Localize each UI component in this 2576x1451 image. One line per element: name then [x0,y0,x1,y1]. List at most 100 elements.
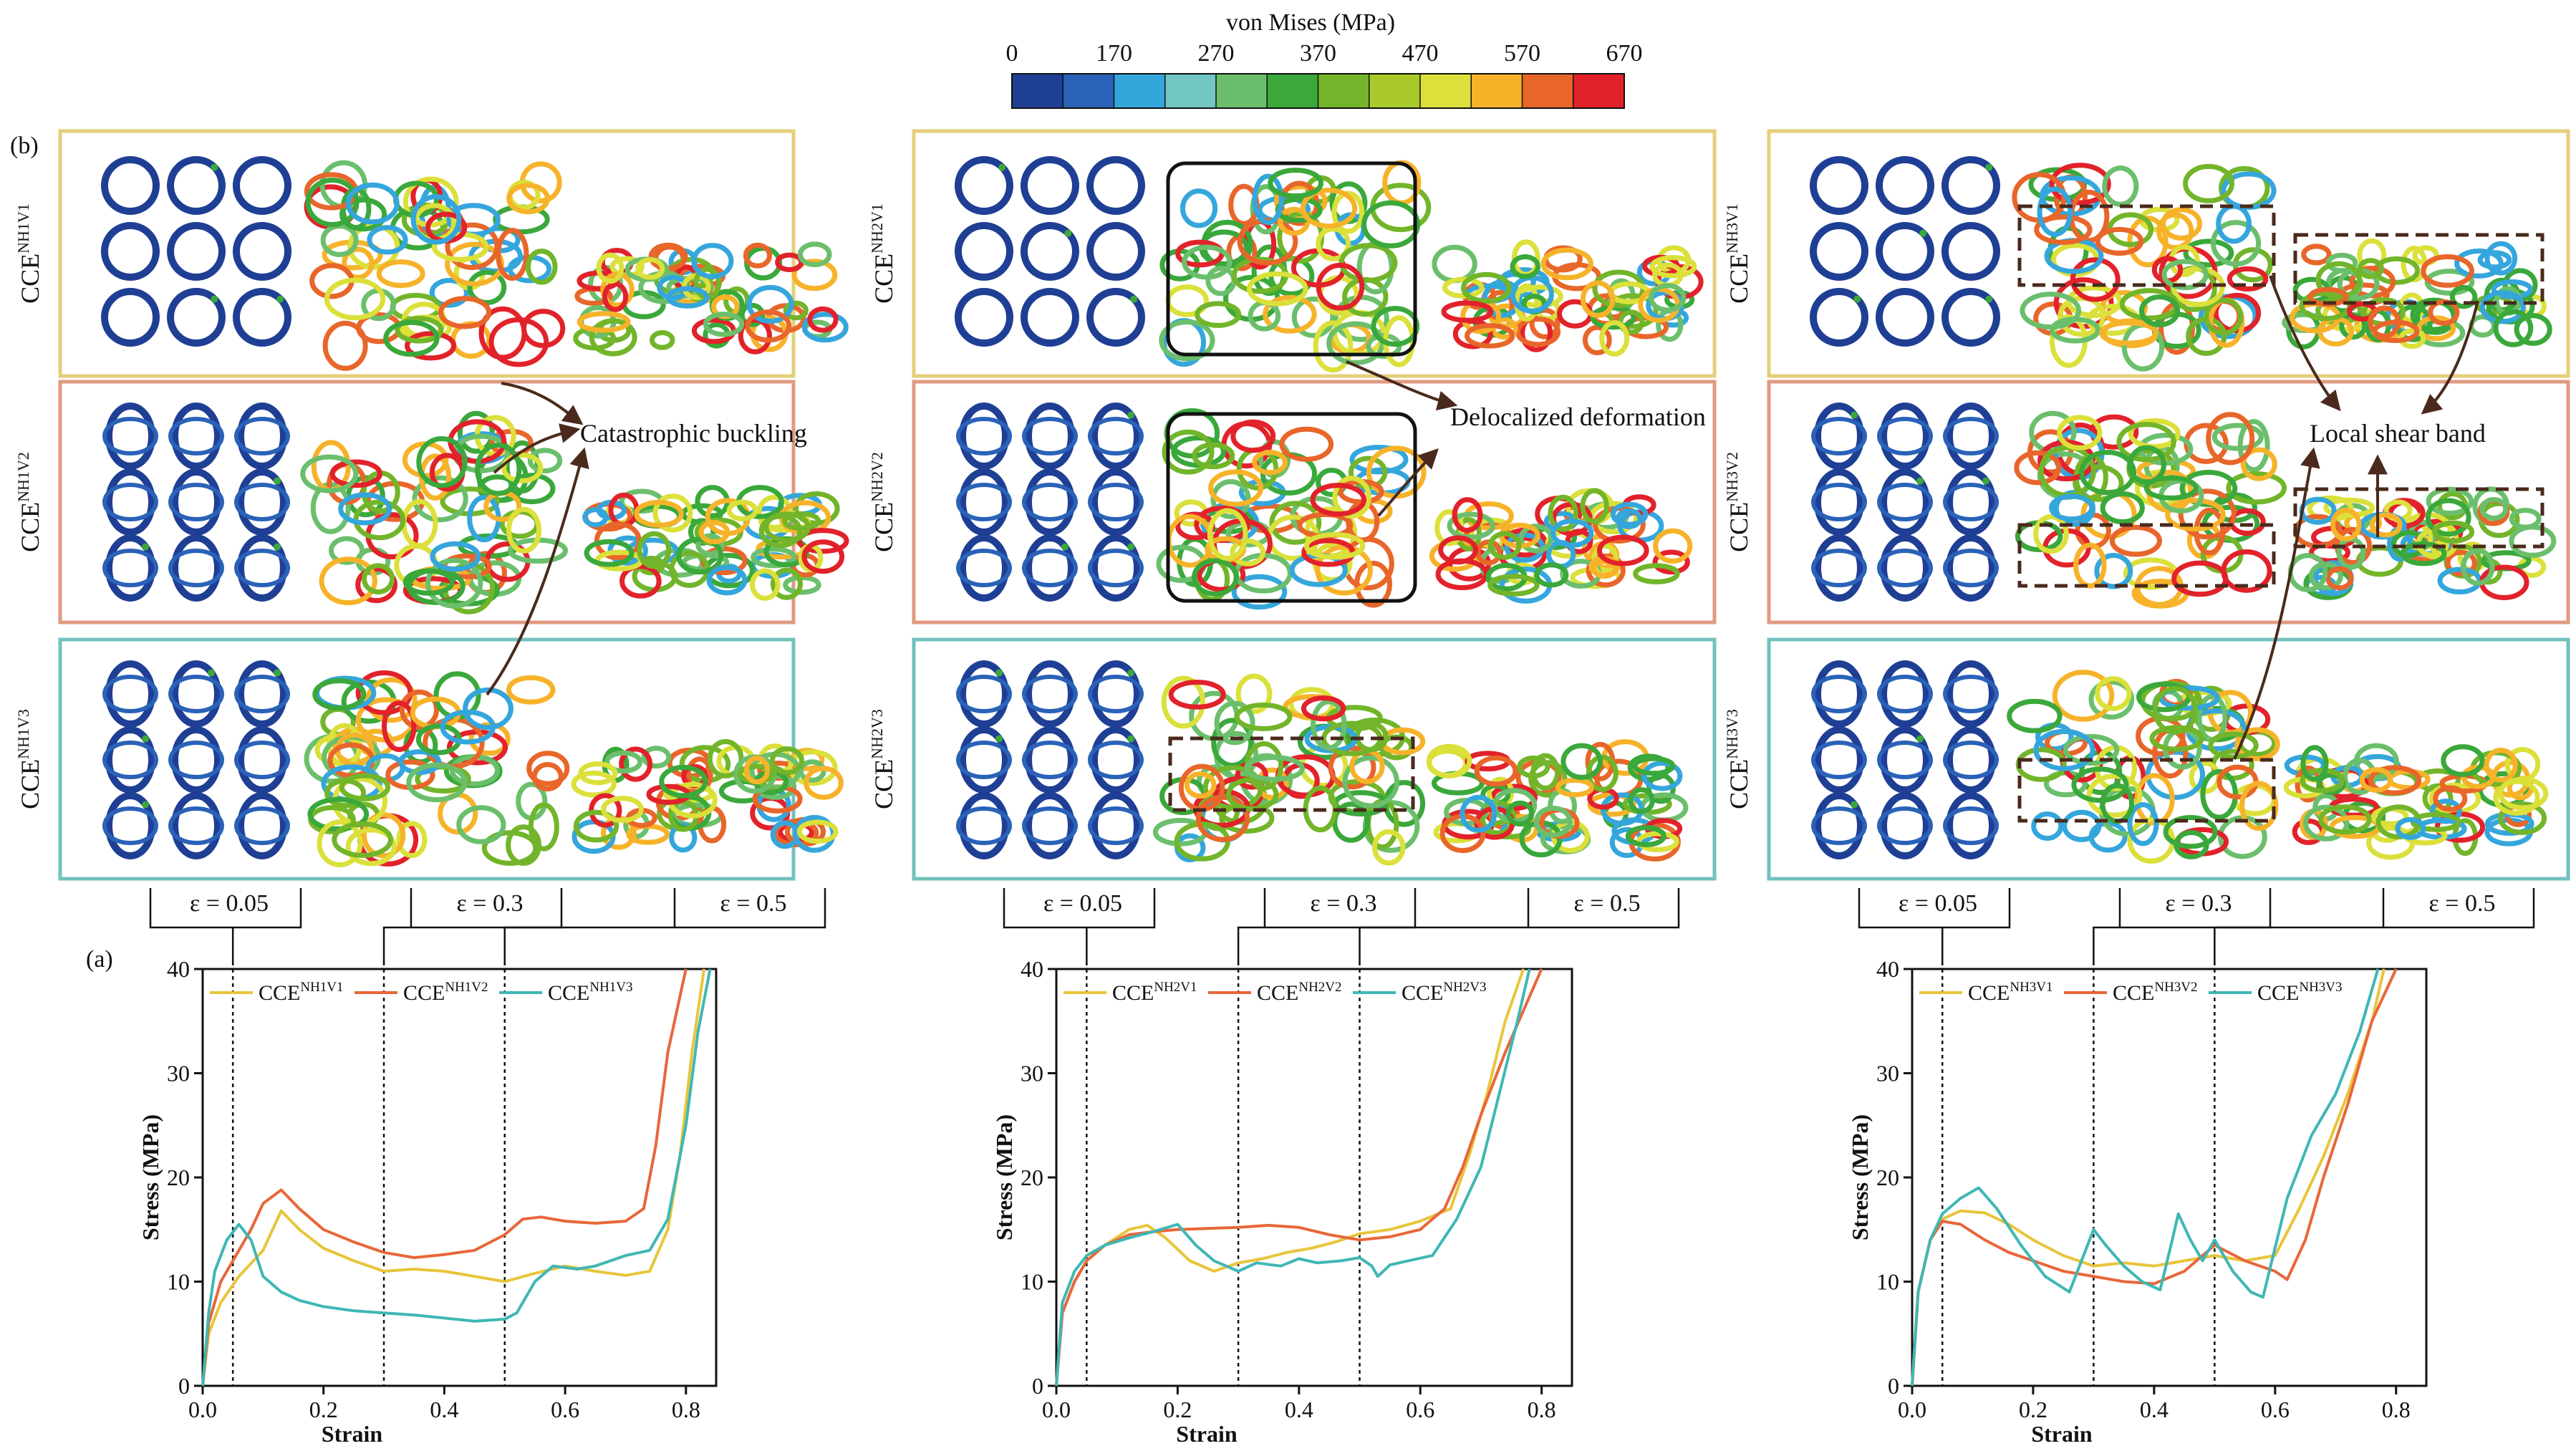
y-tick-label: 30 [1876,1061,1899,1086]
row-label-base: CCE [16,502,44,552]
strain-label: ε = 0.5 [1574,890,1641,917]
colorbar-cell [1420,74,1472,108]
legend: CCENH1V1 CCENH1V2 CCENH1V3 [210,980,633,1005]
panel-frame [1767,380,2570,625]
panel-label-b: (b) [10,132,39,159]
strain-brackets: ε = 0.05 ε = 0.3 ε = 0.5 ε = 0.05 ε = 0.3 ε =… [149,887,2535,965]
annotation-arrow [2269,275,2341,412]
colorbar-tick-label: 270 [1198,40,1235,67]
panel-frame [1767,129,2570,378]
colorbar-tick-label: 670 [1606,40,1643,67]
panel-frame [912,380,1717,625]
row-label-base: CCE [16,254,44,304]
row-label: CCENH2V1 [868,203,898,304]
lattice-strain-0.5 [573,241,849,357]
colorbar-tick-label: 170 [1096,40,1132,67]
row-label-base: CCE [869,254,898,304]
lattice-strain-0.05 [1811,660,1999,859]
plot-frame [1911,968,2428,1387]
row-label-sup: NH1V1 [14,203,32,254]
row-label: CCENH1V3 [14,709,44,809]
x-tick-label: 0.8 [672,1397,700,1422]
plot-frame [201,968,718,1387]
annotation-right: Local shear band [2233,275,2486,760]
series-line-NH3V3 [1911,968,2380,1387]
y-axis-label: Stress (MPa) [991,1114,1017,1240]
row-label-sup: NH2V3 [868,709,886,759]
lattice-strain-0.5 [2287,486,2557,600]
colorbar-cell [1012,74,1063,108]
lattice-strain-0.05 [955,156,1145,347]
annotation-arrow [486,447,589,696]
row-label-base: CCE [869,759,898,809]
y-tick-label: 0 [1888,1373,1899,1399]
colorbar-cell [1318,74,1370,108]
x-tick-label: 0.4 [1285,1397,1313,1422]
lattice-strain-0.05 [102,660,290,859]
strain-bracket [149,888,302,965]
colorbar-tick-label: 370 [1300,40,1336,67]
y-tick-label: 20 [1876,1165,1899,1190]
lattice-strain-0.05 [1810,156,2000,347]
lattice-strain-0.05 [102,402,290,602]
annotation-arrow [493,423,581,474]
y-tick-label: 40 [1021,956,1043,982]
legend-entry: CCENH1V3 [548,980,633,1005]
row-label: CCENH3V1 [1723,203,1753,304]
legend-entry-sup: NH3V3 [2299,980,2342,995]
lattice-strain-0.05 [1811,402,1999,602]
annotation-text: Delocalized deformation [1450,402,1706,431]
row-label-sup: NH1V3 [14,709,32,759]
colorbar-cell [1063,74,1114,108]
legend-entry-sup: NH1V3 [589,980,632,995]
x-tick-label: 0.8 [1528,1397,1556,1422]
row-label-base: CCE [16,759,44,809]
y-tick-label: 10 [1876,1269,1899,1295]
highlight-box [2293,233,2544,305]
y-axis-label: Stress (MPa) [138,1114,163,1240]
legend-entry-base: CCE [1257,981,1298,1005]
highlight-box [1166,161,1417,357]
lattice-strain-0.3 [1159,160,1432,373]
legend-entry-base: CCE [1402,981,1443,1005]
legend-entry-sup: NH2V1 [1154,980,1197,995]
highlight-box [2017,204,2276,287]
y-tick-label: 40 [1876,956,1899,982]
strain-label: ε = 0.3 [1311,890,1377,917]
highlight-box [2293,487,2544,549]
colorbar-cell [1216,74,1268,108]
x-tick-label: 0.8 [2382,1397,2411,1422]
legend-entry-sup: NH1V2 [445,980,488,995]
x-tick-label: 0.6 [1406,1397,1434,1422]
annotation-middle: Delocalized deformation [1346,360,1706,517]
row-label-base: CCE [1724,502,1753,552]
highlight-box [1168,736,1415,812]
legend-entry: CCENH2V3 [1402,980,1487,1005]
x-tick-label: 0.2 [1163,1397,1192,1422]
strain-bracket [1858,888,2011,965]
x-axis-label: Strain [2031,1421,2093,1447]
strain-label: ε = 0.05 [1899,890,1977,917]
strain-bracket [1003,888,1156,965]
colorbar-ticks: 0 170 270 370 470 570 670 [1006,40,1643,67]
lattice-strain-0.3 [1152,673,1426,866]
simulation-panels: CCENH1V1CCENH1V2CCENH1V3CCENH2V1CCENH2V2… [14,129,2570,881]
colorbar-cell [1369,74,1421,108]
lattice-strain-0.5 [1432,239,1704,357]
annotation-arrow [1377,448,1439,517]
colorbar-cell [1114,74,1166,108]
lattice-strain-0.5 [1426,739,1689,862]
strain-bracket [2214,888,2535,965]
series-line-NH1V1 [201,968,706,1387]
highlight-box [1166,412,1417,603]
colorbar-title: von Mises (MPa) [1226,9,1395,36]
legend-entry: CCENH2V2 [1257,980,1342,1005]
series-line-NH3V2 [1911,968,2398,1387]
strain-label: ε = 0.5 [720,890,787,917]
strain-label: ε = 0.05 [190,890,269,917]
y-tick-label: 0 [1032,1373,1043,1399]
lattice-strain-0.3 [2012,163,2277,372]
annotation-text: Local shear band [2310,419,2486,448]
annotation-arrow [2233,447,2320,760]
